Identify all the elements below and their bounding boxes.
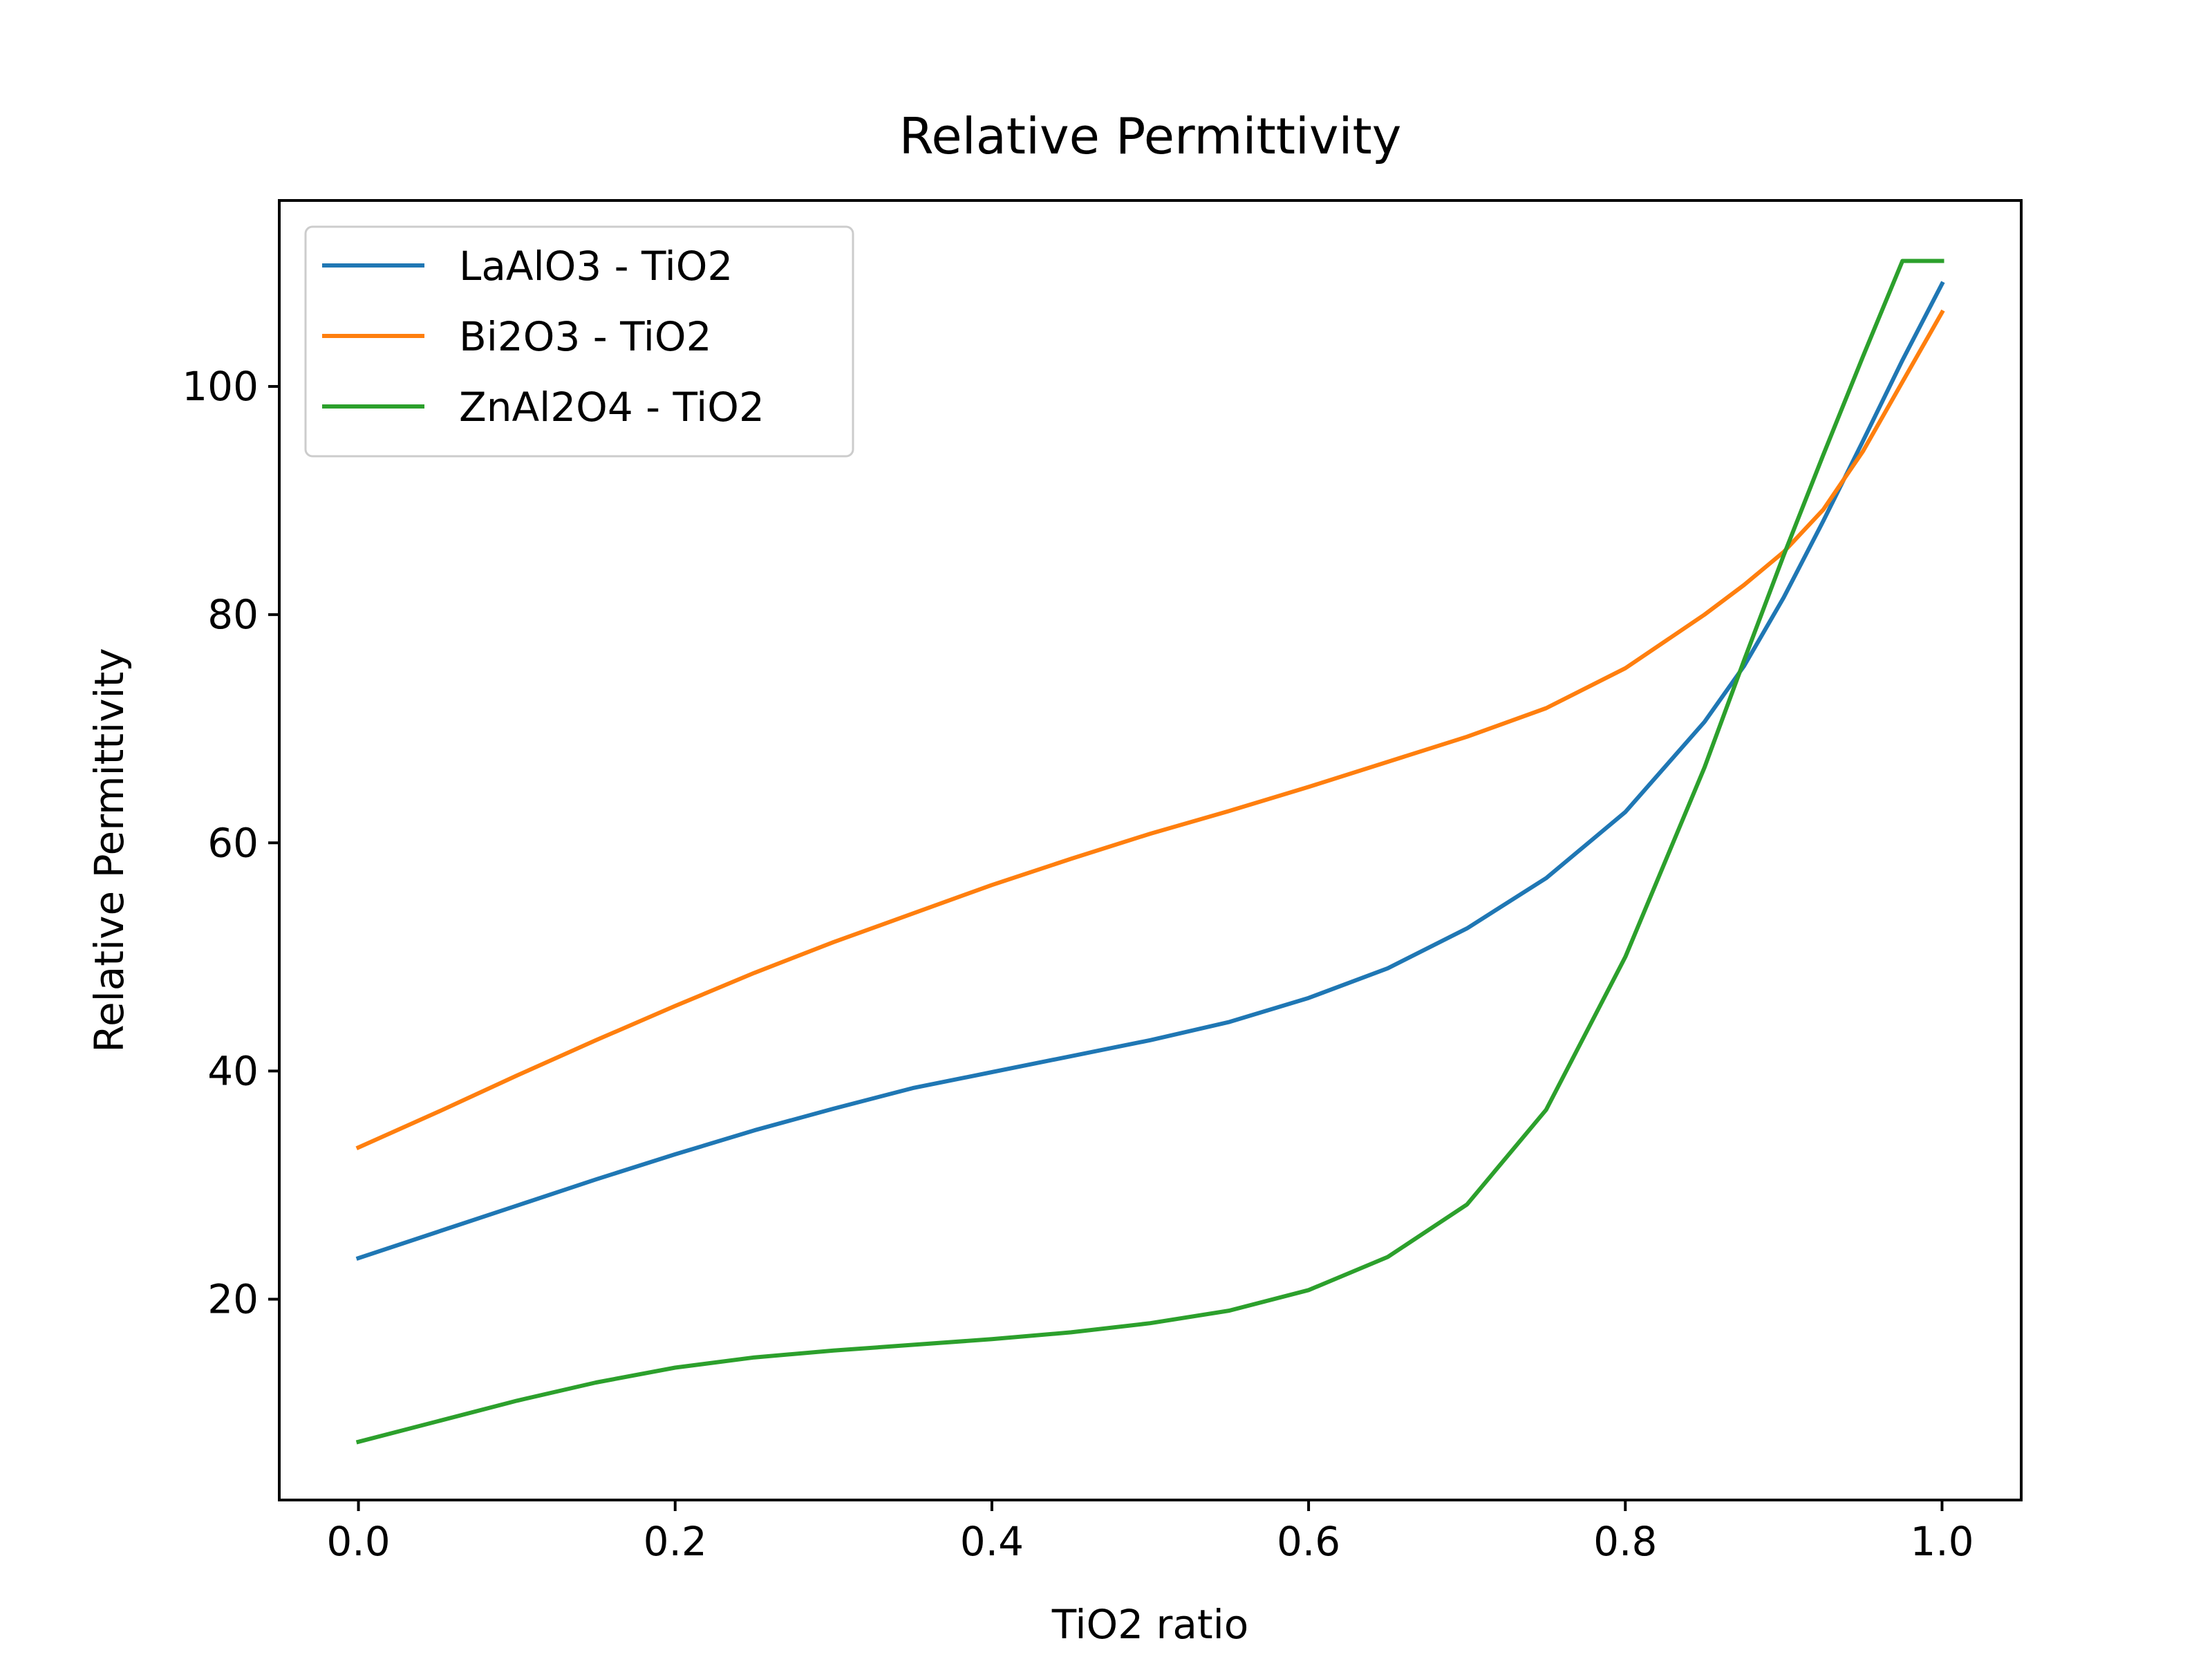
x-tick-label: 0.4: [960, 1518, 1024, 1565]
y-axis-label: Relative Permittivity: [86, 648, 133, 1052]
x-tick-label: 1.0: [1910, 1518, 1974, 1565]
y-axis-ticks: 20 40 60 80 100: [182, 363, 279, 1322]
series-line-2: [355, 309, 1945, 1150]
legend: LaAlO3 - TiO2 Bi2O3 - TiO2 ZnAl2O4 - TiO2: [304, 225, 854, 458]
series-line-1: [355, 281, 1945, 1261]
legend-label-1: LaAlO3 - TiO2: [459, 243, 733, 290]
x-tick-label: 0.8: [1593, 1518, 1657, 1565]
x-axis-ticks: 0.0 0.2 0.4 0.6 0.8 1.0: [326, 1500, 1974, 1565]
x-tick-label: 0.6: [1277, 1518, 1340, 1565]
y-tick-label: 40: [207, 1047, 259, 1094]
plot-area: [355, 259, 1945, 1445]
y-tick-label: 60: [207, 819, 259, 866]
series-line-3: [355, 259, 1944, 1445]
y-tick-label: 100: [182, 363, 259, 410]
y-tick-label: 80: [207, 591, 259, 638]
x-tick-label: 0.0: [326, 1518, 390, 1565]
x-axis-label: TiO2 ratio: [1051, 1601, 1248, 1648]
legend-label-2: Bi2O3 - TiO2: [459, 313, 711, 360]
legend-box: [304, 225, 854, 458]
x-tick-label: 0.2: [644, 1518, 707, 1565]
axes-frame: [278, 199, 2023, 1501]
legend-label-3: ZnAl2O4 - TiO2: [459, 384, 765, 431]
chart-title: Relative Permittivity: [899, 107, 1402, 165]
y-tick-label: 20: [207, 1275, 259, 1322]
